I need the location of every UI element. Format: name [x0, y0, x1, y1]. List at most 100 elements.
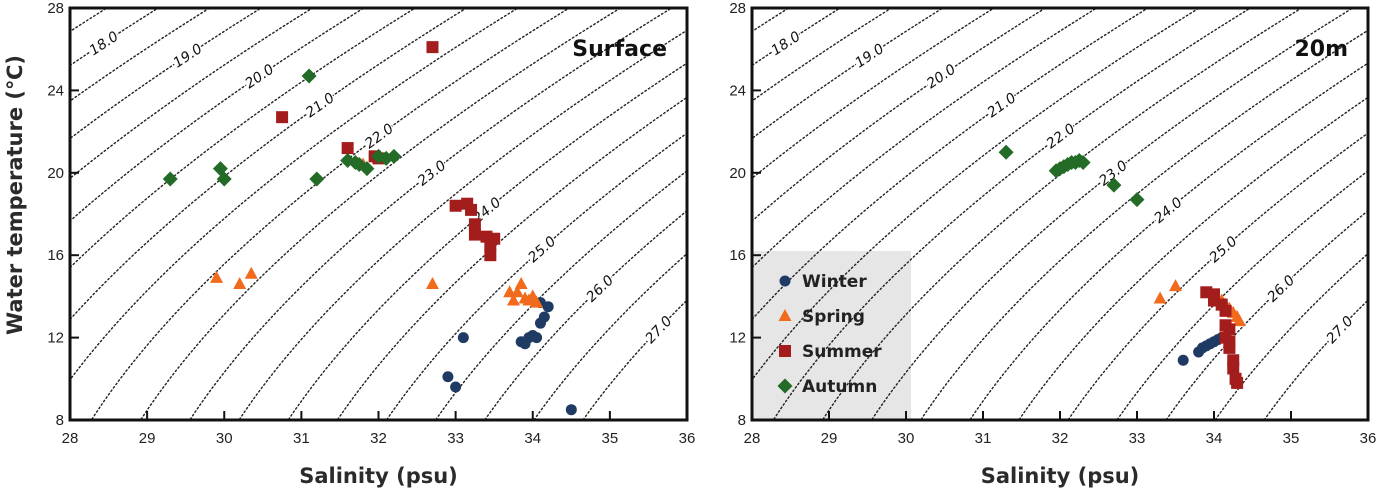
marker-square: [449, 199, 462, 212]
isopycnal-label-bg: [983, 88, 1020, 122]
x-tick-label: 29: [139, 430, 156, 447]
y-tick-label: 16: [729, 247, 746, 264]
isopycnal-19.5: [752, 8, 996, 180]
marker-triangle: [1153, 291, 1167, 304]
isopycnal-label: 19.0: [852, 41, 887, 72]
marker-triangle: [210, 270, 224, 283]
marker-triangle: [530, 295, 544, 308]
marker-diamond: [162, 171, 178, 187]
marker-square: [426, 41, 439, 54]
x-tick-label: 36: [679, 430, 696, 447]
isopycnal-label-bg: [413, 155, 450, 190]
y-tick-label: 8: [56, 412, 64, 429]
isopycnal-label-bg: [1042, 119, 1079, 153]
y-tick-label: 12: [729, 330, 746, 347]
y-tick-label: 24: [729, 82, 746, 99]
isopycnal-label-bg: [169, 39, 206, 72]
isopycnal-20: [70, 8, 366, 222]
y-tick-label: 16: [47, 247, 64, 264]
isopycnal-label-bg: [360, 119, 398, 153]
isopycnal-24: [287, 62, 687, 420]
series-autumn: [162, 68, 402, 187]
marker-triangle: [244, 266, 258, 279]
legend-background: [753, 251, 911, 419]
marker-circle: [531, 332, 543, 344]
isopycnal-label-bg: [850, 39, 888, 72]
isopycnal-label-bg: [1149, 192, 1186, 228]
isopycnal-25.5: [1116, 169, 1368, 420]
x-tick-label: 35: [1283, 430, 1300, 447]
x-tick-label: 28: [744, 430, 761, 447]
x-tick-label: 33: [447, 430, 464, 447]
isopycnal-18: [752, 8, 842, 67]
data-points: [998, 144, 1246, 389]
x-tick-label: 28: [62, 430, 79, 447]
marker-square: [484, 249, 497, 262]
isopycnal-label-bg: [640, 311, 676, 348]
marker-diamond: [301, 68, 317, 84]
x-tick-label: 32: [1052, 430, 1069, 447]
isopycnal-24.5: [336, 96, 687, 420]
marker-circle: [457, 332, 469, 344]
x-tick-label: 30: [216, 430, 233, 447]
legend-item-autumn: Autumn: [802, 377, 877, 397]
marker-diamond: [216, 171, 232, 187]
isopycnal-label-bg: [240, 59, 278, 93]
panel-title: 20m: [1294, 37, 1348, 62]
marker-square: [468, 228, 481, 241]
x-tick-label: 32: [370, 430, 387, 447]
marker-triangle: [510, 285, 524, 298]
marker-diamond: [359, 161, 375, 177]
isopycnal-23: [870, 8, 1355, 420]
legend-item-spring: Spring: [802, 307, 865, 327]
marker-square: [1223, 341, 1236, 354]
isopycnal-26.5: [533, 252, 687, 420]
isopycnal-label: 20.0: [924, 61, 959, 92]
series-autumn: [998, 144, 1145, 208]
y-tick-label: 20: [729, 165, 746, 182]
x-tick-label: 34: [524, 430, 541, 447]
legend: Winter Spring Summer Autumn: [777, 272, 882, 397]
marker-diamond: [777, 378, 793, 394]
isopycnal-25: [385, 132, 687, 420]
plot-frame: [68, 6, 689, 422]
isopycnal-19: [70, 8, 263, 140]
marker-square: [1231, 376, 1244, 389]
marker-square: [465, 203, 478, 216]
marker-square: [341, 142, 354, 155]
marker-square: [468, 218, 481, 231]
marker-diamond: [1129, 192, 1145, 208]
marker-diamond: [998, 144, 1014, 160]
isopycnal-17: [271, 0, 771, 441]
isopycnal-label: 26.0: [1265, 272, 1299, 305]
isopycnal-18.5: [70, 8, 211, 102]
x-tick-label: 33: [1129, 430, 1146, 447]
data-points: [162, 41, 577, 416]
marker-diamond: [1075, 155, 1091, 170]
marker-square: [779, 345, 791, 357]
marker-circle: [1177, 354, 1189, 366]
isopycnal-22: [90, 8, 571, 420]
isopycnal-label: 21.0: [985, 90, 1020, 121]
y-tick-label: 28: [47, 0, 64, 17]
isopycnal-label: 21.0: [303, 90, 338, 121]
isopycnal-22.5: [139, 8, 622, 420]
y-axis-label: Water temperature (℃): [3, 55, 27, 335]
isopycnal-22: [772, 8, 1252, 420]
legend-item-winter: Winter: [802, 272, 867, 292]
isopycnal-label: 27.0: [1324, 313, 1357, 347]
marker-square: [1227, 362, 1240, 375]
isopycnal-27: [1263, 299, 1368, 420]
y-tick-label: 24: [47, 82, 64, 99]
marker-diamond: [1106, 177, 1122, 193]
marker-diamond: [309, 171, 325, 187]
series-winter: [442, 297, 577, 416]
marker-square: [1219, 304, 1232, 317]
isopycnal-label-bg: [1321, 311, 1357, 348]
isopycnal-21: [70, 8, 468, 321]
marker-triangle: [1169, 279, 1182, 292]
isopycnal-20.5: [70, 8, 417, 269]
x-axis-label: Salinity (psu): [299, 464, 458, 488]
marker-diamond: [386, 148, 402, 164]
isopycnal-label-bg: [581, 270, 618, 306]
